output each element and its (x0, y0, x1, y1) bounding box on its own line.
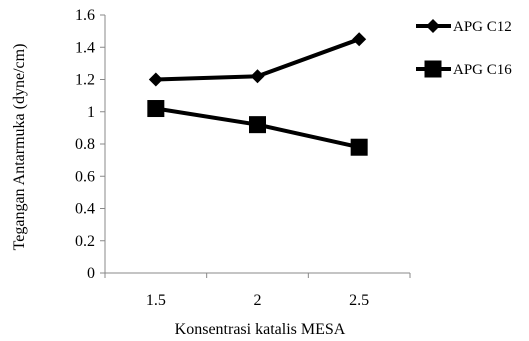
data-point (352, 32, 367, 47)
data-point (350, 138, 368, 156)
y-axis-label: Tegangan Antarmuka (dyne/cm) (11, 44, 28, 251)
legend-marker (424, 60, 442, 78)
data-point (249, 116, 266, 134)
data-point (250, 69, 265, 84)
series-2 (147, 100, 368, 156)
series-layer (147, 32, 368, 156)
y-tick-label: 0 (87, 265, 95, 282)
y-axis-ticks: 0 0.2 0.4 0.6 0.8 1 1.2 1.4 1.6 (75, 7, 105, 282)
x-tick-label: 2 (254, 292, 262, 309)
data-point (148, 72, 163, 87)
y-tick-label: 0.8 (75, 136, 95, 153)
x-axis-ticks: 1.5 2 2.5 (104, 273, 411, 309)
y-tick-label: 0.2 (75, 233, 95, 250)
y-tick-label: 1.4 (75, 39, 95, 56)
x-tick-label: 1.5 (146, 292, 166, 309)
data-point (147, 100, 165, 118)
legend-label: APG C16 (453, 62, 512, 78)
legend-item: APG C12 (416, 19, 512, 35)
y-tick-label: 0.4 (75, 201, 95, 218)
legend-marker (426, 19, 440, 33)
y-tick-label: 1 (87, 104, 95, 121)
x-axis-label: Konsentrasi katalis MESA (175, 321, 346, 338)
y-tick-label: 1.2 (75, 72, 95, 89)
legend: APG C12 APG C16 (416, 19, 512, 78)
series-1 (148, 32, 367, 87)
legend-label: APG C12 (453, 19, 512, 35)
y-tick-label: 0.6 (75, 168, 95, 185)
x-tick-label: 2.5 (349, 292, 369, 309)
y-tick-label: 1.6 (75, 7, 95, 24)
legend-item: APG C16 (416, 60, 512, 78)
